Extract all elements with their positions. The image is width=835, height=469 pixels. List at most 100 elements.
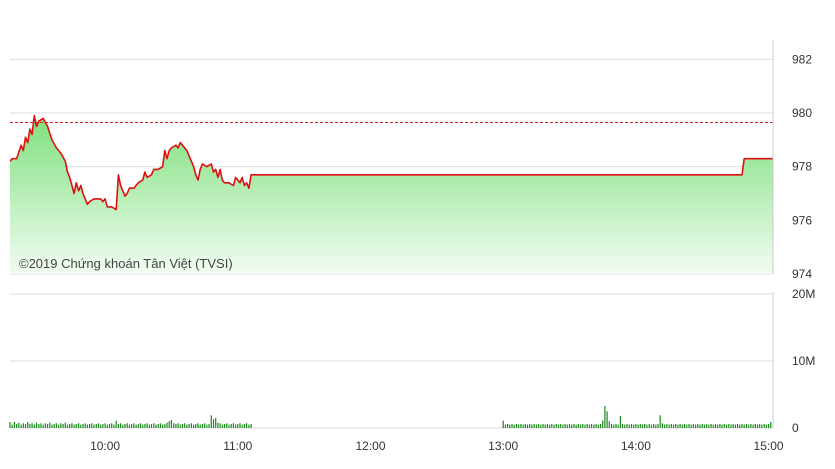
volume-bar xyxy=(728,424,730,428)
volume-bar xyxy=(153,423,155,428)
volume-bar xyxy=(739,424,741,428)
volume-bar xyxy=(58,424,60,428)
volume-bar xyxy=(124,424,126,428)
volume-bar xyxy=(195,424,197,428)
volume-bar xyxy=(659,415,661,428)
volume-bar xyxy=(670,424,672,428)
volume-bar xyxy=(232,423,234,428)
volume-bar xyxy=(571,424,573,428)
volume-bar xyxy=(613,424,615,428)
volume-bar xyxy=(502,420,504,428)
volume-bar xyxy=(672,424,675,428)
price-panel: 982 980 978 976 974 ©2019 Chứng khoán Tân Vi… xyxy=(10,40,812,281)
price-tick-label: 978 xyxy=(792,160,812,174)
volume-bar xyxy=(544,424,546,428)
volume-bar xyxy=(513,424,515,428)
volume-bar xyxy=(770,422,772,428)
price-tick-label: 974 xyxy=(792,267,812,281)
price-area-fill xyxy=(10,115,773,274)
volume-bar xyxy=(721,424,723,428)
time-axis-labels: 10:00 11:00 12:00 13:00 14:00 15:00 xyxy=(90,439,784,453)
volume-bar xyxy=(13,422,15,428)
price-axis-labels: 982 980 978 976 974 xyxy=(792,52,812,281)
volume-bar xyxy=(584,424,586,428)
volume-bar xyxy=(599,424,602,428)
volume-bar xyxy=(230,424,232,428)
volume-bar xyxy=(734,424,736,428)
volume-bar xyxy=(551,424,553,428)
volume-bar xyxy=(97,423,100,428)
volume-bar xyxy=(82,424,84,428)
volume-bar xyxy=(188,424,190,428)
volume-bar xyxy=(223,424,226,428)
volume-bar xyxy=(690,424,692,428)
volume-bar xyxy=(730,424,732,428)
volume-bar xyxy=(575,424,577,428)
volume-bar xyxy=(538,424,540,428)
volume-bar xyxy=(686,424,688,428)
volume-bar xyxy=(706,424,708,428)
volume-bar xyxy=(688,424,690,428)
volume-bar xyxy=(40,423,42,428)
volume-bar xyxy=(27,422,29,428)
volume-bar xyxy=(622,424,624,428)
price-line xyxy=(10,114,773,211)
volume-bar xyxy=(765,424,767,428)
volume-bar xyxy=(754,424,756,428)
volume-bar xyxy=(212,419,215,428)
volume-bar xyxy=(522,424,524,428)
volume-bar xyxy=(664,424,666,428)
volume-bar xyxy=(190,423,192,428)
volume-bar xyxy=(106,424,108,428)
volume-bar xyxy=(146,423,148,428)
volume-tick-label: 10M xyxy=(792,354,815,368)
volume-bar xyxy=(49,422,51,428)
volume-bar xyxy=(633,424,635,428)
volume-bar xyxy=(243,424,245,428)
volume-bar xyxy=(577,424,579,428)
volume-bar xyxy=(681,424,683,428)
volume-bar xyxy=(604,405,606,428)
volume-bar xyxy=(546,424,548,428)
volume-bar xyxy=(573,424,575,428)
volume-bar xyxy=(628,424,630,428)
volume-bar xyxy=(9,422,11,428)
volume-bar xyxy=(639,424,641,428)
volume-bar xyxy=(650,424,652,428)
volume-bar xyxy=(219,423,221,428)
volume-bar xyxy=(135,424,137,428)
volume-bar xyxy=(726,424,728,428)
volume-bar xyxy=(683,424,686,428)
volume-bar xyxy=(593,424,595,428)
volume-bar xyxy=(173,423,175,428)
volume-axis-labels: 20M 10M 0 xyxy=(792,287,815,435)
volume-bar xyxy=(206,424,208,428)
volume-bar xyxy=(102,424,104,428)
volume-bar xyxy=(120,423,122,428)
volume-tick-label: 0 xyxy=(792,421,799,435)
volume-bar xyxy=(221,424,223,428)
volume-bar xyxy=(113,424,115,428)
volume-bar xyxy=(518,424,520,428)
volume-bar xyxy=(16,424,18,428)
volume-bar xyxy=(515,424,518,428)
volume-bar xyxy=(661,423,663,428)
volume-bar xyxy=(562,424,564,428)
price-tick-label: 976 xyxy=(792,213,812,227)
volume-bar xyxy=(615,424,617,428)
volume-bar xyxy=(679,424,681,428)
volume-bar xyxy=(655,424,657,428)
volume-bar xyxy=(84,423,86,428)
volume-bar xyxy=(717,424,719,428)
volume-bar xyxy=(529,424,531,428)
volume-bar xyxy=(177,423,179,428)
volume-bar xyxy=(759,424,761,428)
volume-bar xyxy=(47,424,49,428)
volume-bar xyxy=(646,424,648,428)
volume-bar xyxy=(11,424,13,428)
volume-bar xyxy=(602,420,604,428)
volume-bar xyxy=(184,423,186,428)
volume-bar xyxy=(197,423,199,428)
volume-bar xyxy=(743,424,745,428)
